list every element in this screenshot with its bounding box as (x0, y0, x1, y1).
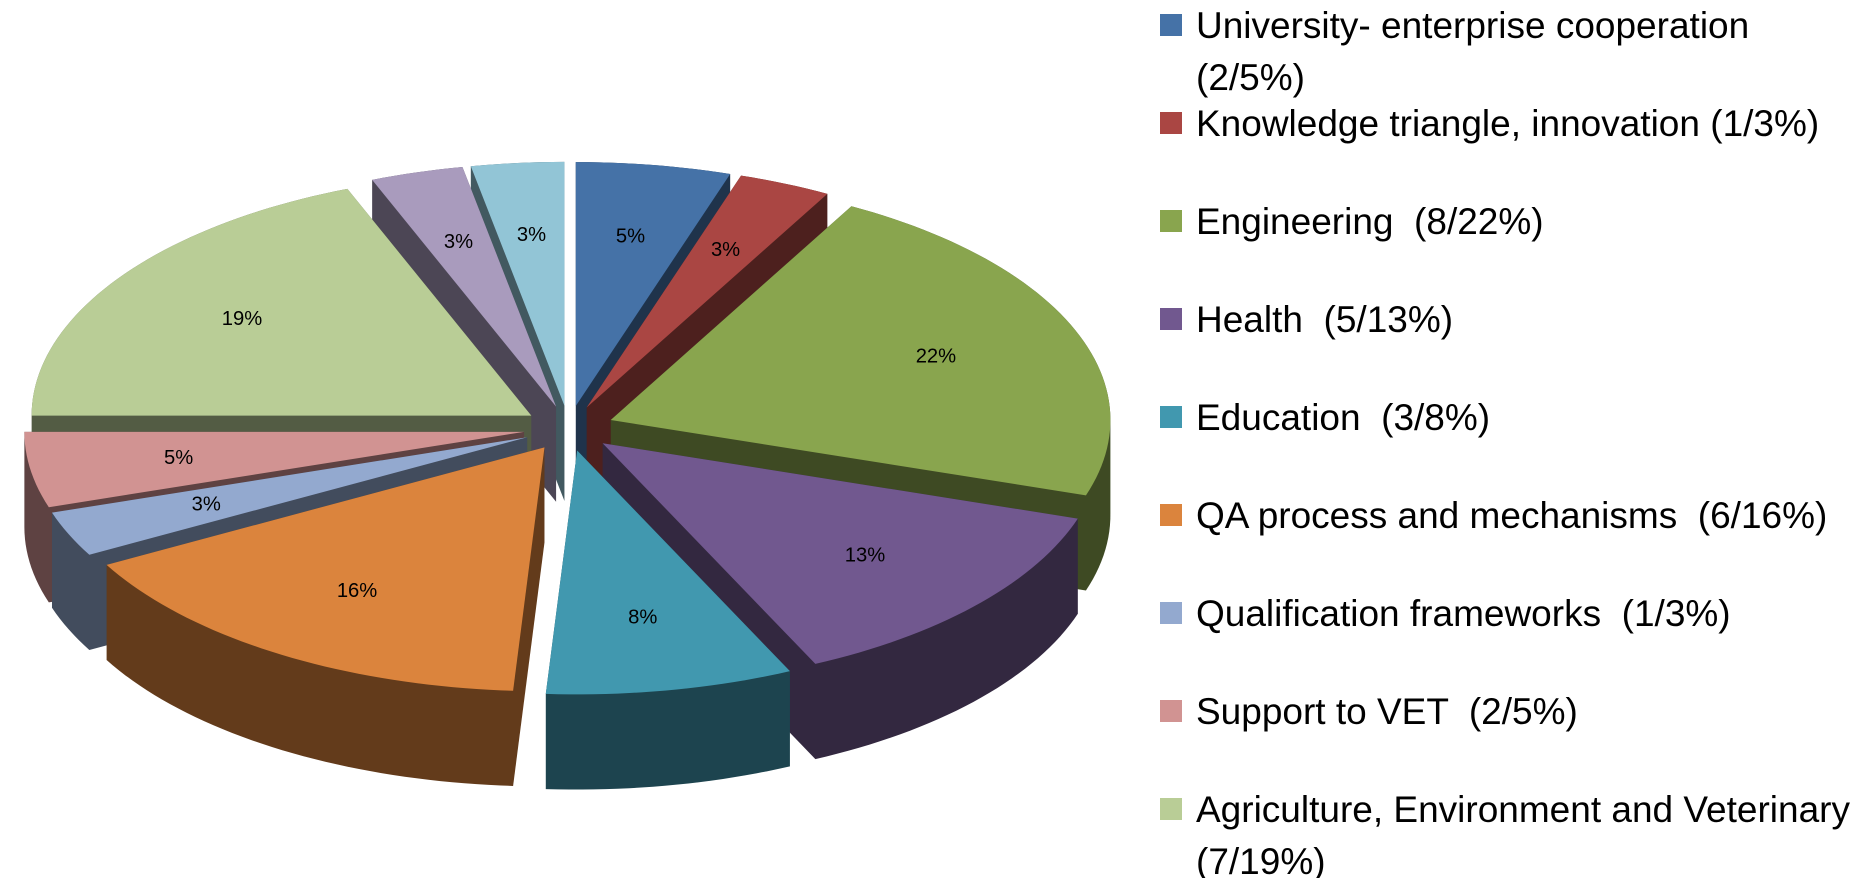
data-label: 22% (916, 345, 956, 367)
legend-swatch (1160, 700, 1182, 722)
legend-label: Agriculture, Environment and Veterinary … (1196, 789, 1850, 878)
legend-item: Knowledge triangle, innovation (1/3%) (1160, 98, 1850, 196)
legend-item: Health (5/13%) (1160, 294, 1850, 392)
slice (575, 162, 731, 406)
pie-chart: 3% 5% 3% 3% 19% 22% 5% 3% 13% 16% 8% (24, 161, 1111, 790)
slice-group: 16% (106, 447, 545, 786)
legend-label: Knowledge triangle, innovation (1/3%) (1196, 103, 1820, 144)
legend-swatch (1160, 406, 1182, 428)
legend-label: QA process and mechanisms (6/16%) (1196, 495, 1828, 536)
legend-swatch (1160, 210, 1182, 232)
legend-label: Education (3/8%) (1196, 397, 1491, 438)
data-label: 3% (517, 224, 546, 246)
data-label: 3% (192, 493, 221, 515)
legend-swatch (1160, 602, 1182, 624)
legend-label: University- enterprise cooperation (2/5%… (1196, 5, 1760, 98)
legend-item: Education (3/8%) (1160, 392, 1850, 490)
data-label: 16% (337, 580, 377, 602)
legend-item: University- enterprise cooperation (2/5%… (1160, 0, 1850, 98)
legend-swatch (1160, 14, 1182, 36)
data-label: 13% (845, 544, 885, 566)
legend-swatch (1160, 504, 1182, 526)
legend-item: Support to VET (2/5%) (1160, 686, 1850, 784)
legend-item: QA process and mechanisms (6/16%) (1160, 490, 1850, 588)
slice (51, 437, 528, 555)
slice-group: 8% (545, 450, 790, 790)
legend-label: Qualification frameworks (1/3%) (1196, 593, 1731, 634)
slice (602, 443, 1078, 664)
slice-group: 13% (602, 443, 1078, 760)
data-label: 8% (628, 607, 657, 629)
slice (31, 188, 532, 416)
slice (586, 175, 828, 408)
slice (470, 161, 565, 406)
legend-item: Engineering (8/22%) (1160, 196, 1850, 294)
data-label: 19% (222, 308, 262, 330)
slice (545, 450, 790, 695)
legend-label: Engineering (8/22%) (1196, 201, 1544, 242)
legend-item: Qualification frameworks (1/3%) (1160, 588, 1850, 686)
legend-swatch (1160, 308, 1182, 330)
slice (372, 167, 557, 407)
legend: University- enterprise cooperation (2/5%… (1160, 0, 1850, 878)
slice (610, 206, 1111, 496)
legend-swatch (1160, 112, 1182, 134)
data-label: 3% (444, 231, 473, 253)
data-label: 5% (164, 447, 193, 469)
legend-label: Health (5/13%) (1196, 299, 1454, 340)
slice (106, 447, 545, 691)
slice-group: 19% (31, 188, 532, 511)
legend-label: Support to VET (2/5%) (1196, 691, 1578, 732)
legend-swatch (1160, 798, 1182, 820)
data-label: 3% (711, 239, 740, 261)
legend-item: Agriculture, Environment and Veterinary … (1160, 784, 1850, 878)
data-label: 5% (616, 226, 645, 248)
slice (24, 431, 525, 508)
